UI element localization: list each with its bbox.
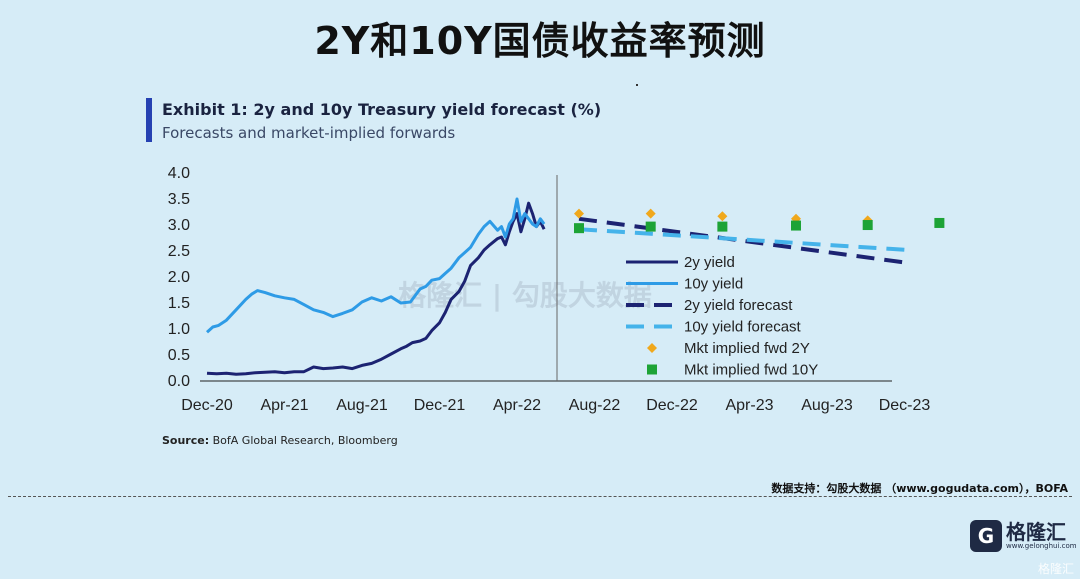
gelonghui-logo: G 格隆汇 www.gelonghui.com [970, 520, 1077, 552]
x-tick-label: Apr-23 [725, 397, 773, 414]
fwd-10y-marker [717, 221, 728, 232]
footer-divider [8, 496, 1072, 497]
x-tick-label: Apr-21 [260, 397, 308, 414]
fwd-10y-marker [934, 217, 945, 228]
x-tick-label: Dec-22 [646, 397, 698, 414]
legend-label: Mkt implied fwd 2Y [684, 340, 810, 357]
fwd-10y-marker [574, 223, 584, 234]
logo-icon: G [970, 520, 1002, 552]
legend-label: 10y yield [684, 276, 743, 293]
series-10y-yield-forecast [578, 227, 909, 252]
legend-label: 2y yield forecast [684, 297, 793, 314]
chart-title: Exhibit 1: 2y and 10y Treasury yield for… [162, 100, 602, 119]
x-tick-label: Dec-23 [879, 397, 931, 414]
x-tick-label: Dec-20 [181, 397, 233, 414]
legend-swatch [647, 343, 657, 353]
legend-swatch [647, 364, 657, 375]
x-tick-label: Aug-21 [336, 397, 388, 414]
x-tick-label: Apr-22 [493, 397, 541, 414]
series-2y-yield-forecast [578, 216, 909, 265]
logo-url: www.gelonghui.com [1006, 541, 1077, 550]
exhibit-accent-bar [146, 98, 152, 142]
logo-name: 格隆汇 [1006, 519, 1066, 544]
fwd-2y-marker [717, 211, 728, 222]
x-tick-label: Aug-23 [801, 397, 853, 414]
watermark-center: 格隆汇 | 勾股大数据 [398, 279, 652, 312]
stray-dot [636, 84, 638, 86]
chart-source: Source: BofA Global Research, Bloomberg [162, 434, 398, 447]
legend-label: 2y yield [684, 254, 735, 271]
source-label: Source: [162, 434, 210, 447]
y-tick-label: 2.0 [168, 269, 190, 286]
fwd-2y-marker [645, 208, 656, 219]
y-tick-label: 2.5 [168, 243, 190, 260]
x-tick-label: Aug-22 [569, 397, 621, 414]
data-support-footer: 数据支持：勾股大数据 （www.gogudata.com），BOFA [771, 482, 1068, 495]
fwd-10y-marker [645, 221, 656, 232]
y-tick-label: 0.5 [168, 347, 190, 364]
fwd-2y-marker [574, 208, 584, 219]
chart-subtitle: Forecasts and market-implied forwards [162, 124, 456, 142]
y-tick-label: 0.0 [168, 373, 190, 390]
fwd-10y-marker [862, 220, 873, 231]
source-text: BofA Global Research, Bloomberg [212, 434, 398, 447]
x-tick-label: Dec-21 [414, 397, 466, 414]
y-tick-label: 4.0 [168, 165, 190, 182]
series-10y-yield [205, 197, 546, 334]
y-tick-label: 1.5 [168, 295, 190, 312]
y-tick-label: 1.0 [168, 321, 190, 338]
y-tick-label: 3.0 [168, 217, 190, 234]
watermark-bottom: 格隆汇 [1037, 562, 1074, 576]
y-tick-label: 3.5 [168, 191, 190, 208]
legend-label: Mkt implied fwd 10Y [684, 362, 818, 379]
page-title: 2Y和10Y国债收益率预测 [314, 19, 766, 63]
legend-label: 10y yield forecast [684, 319, 802, 336]
fwd-10y-marker [791, 220, 801, 231]
